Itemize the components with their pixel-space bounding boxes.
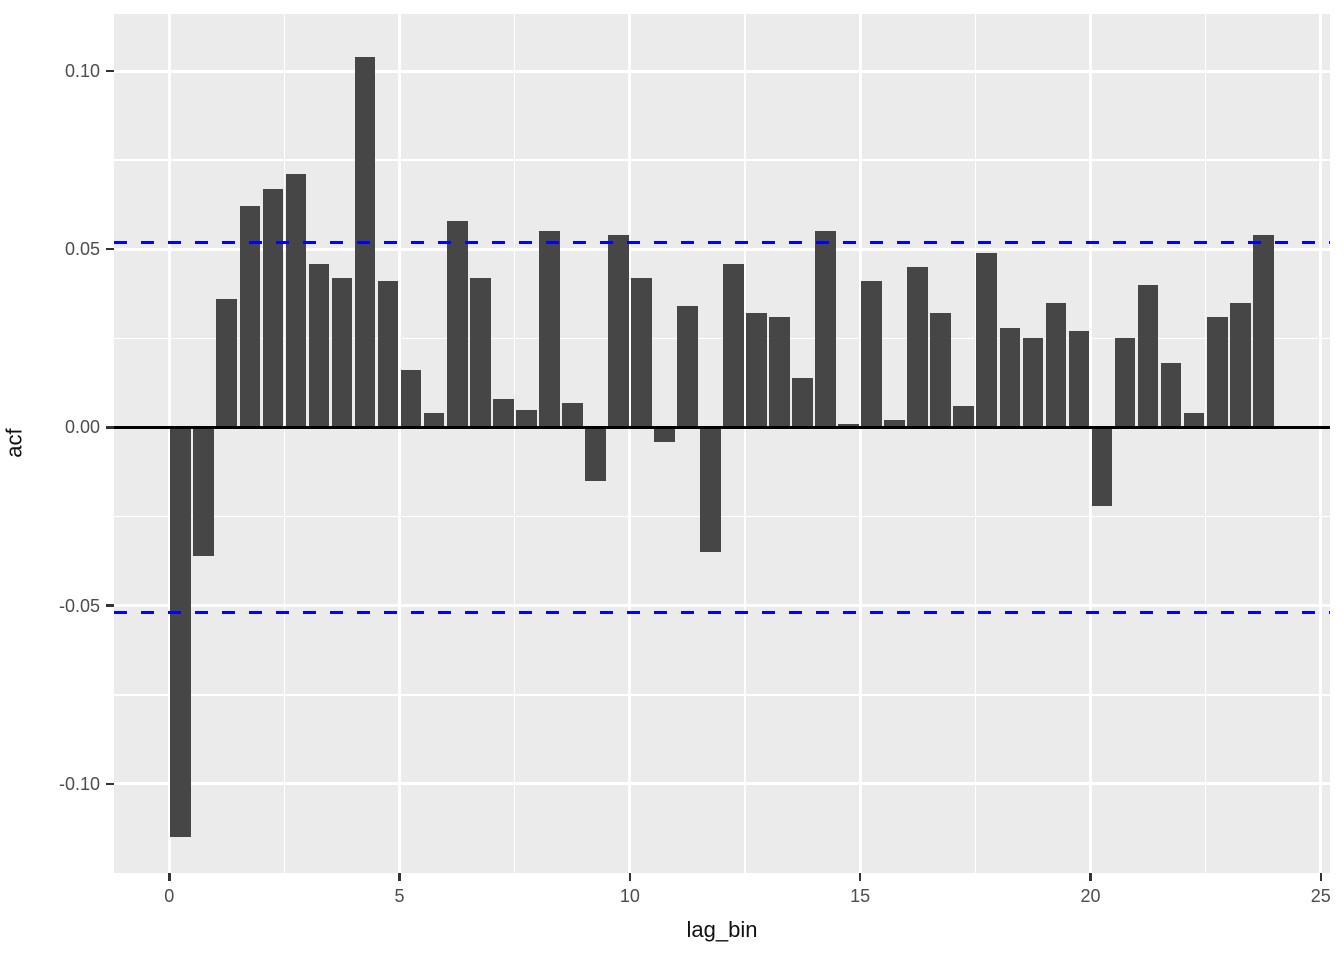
acf-bar (1137, 284, 1159, 428)
acf-bar (170, 427, 192, 838)
acf-bar (953, 406, 975, 428)
x-axis-tick (628, 873, 632, 881)
acf-bar (1229, 302, 1251, 428)
x-tick-label: 25 (1310, 886, 1331, 906)
acf-bar (262, 188, 284, 428)
y-axis-tick (106, 782, 114, 786)
acf-bar (677, 306, 698, 428)
gridline-minor-horizontal (114, 694, 1330, 696)
acf-bar (815, 231, 836, 428)
gridline-minor-vertical (744, 14, 746, 873)
gridline-major-vertical (398, 14, 402, 873)
x-tick-label: 15 (850, 886, 871, 906)
acf-bar (654, 427, 675, 442)
y-tick-label: 0.05 (64, 239, 100, 260)
acf-bar (723, 263, 744, 428)
acf-bar (561, 402, 583, 428)
acf-bar (1114, 338, 1136, 428)
acf-bar (193, 427, 215, 556)
acf-bar (469, 277, 491, 428)
x-tick-label: 20 (1080, 886, 1101, 906)
acf-bar (746, 313, 767, 428)
acf-bar (1091, 427, 1113, 506)
plot-panel (114, 14, 1330, 873)
acf-bar (792, 377, 813, 428)
x-axis-tick (1319, 873, 1323, 881)
x-tick-label: 0 (164, 886, 175, 906)
y-axis-tick (106, 426, 114, 429)
x-axis-tick (168, 873, 171, 881)
acf-bar (1045, 302, 1067, 428)
acf-bar (423, 413, 445, 428)
acf-bar (884, 420, 906, 428)
x-axis-tick (398, 873, 401, 881)
acf-bar (1022, 338, 1044, 428)
acf-bar (308, 263, 330, 428)
acf-bar (400, 370, 422, 428)
x-axis-title: lag_bin (686, 917, 758, 942)
acf-bar (608, 234, 629, 428)
y-tick-label: 0.00 (64, 417, 100, 438)
gridline-minor-horizontal (114, 515, 1330, 518)
acf-bar (584, 427, 606, 481)
x-tick-label: 10 (619, 886, 640, 906)
acf-bar (1068, 331, 1090, 428)
gridline-major-horizontal (114, 247, 1330, 251)
acf-bar (492, 398, 514, 428)
gridline-minor-vertical (974, 14, 977, 873)
y-axis-tick (106, 69, 114, 73)
acf-bar (377, 281, 399, 428)
acf-bar (999, 327, 1021, 428)
gridline-major-vertical (167, 14, 171, 873)
acf-bar (331, 277, 353, 428)
acf-bar (631, 277, 652, 428)
acf-bar (907, 267, 929, 428)
x-axis-tick (1089, 873, 1092, 881)
gridline-major-horizontal (114, 782, 1330, 786)
zero-line (114, 425, 1330, 429)
gridline-minor-horizontal (114, 159, 1330, 161)
acf-bar (446, 220, 468, 428)
acf-bar (285, 174, 307, 428)
acf-bar (216, 299, 238, 428)
x-axis-tick (858, 873, 862, 881)
acf-bar (1160, 363, 1182, 428)
acf-bar (838, 423, 860, 428)
acf-bar (1183, 413, 1205, 428)
gridline-major-horizontal (114, 69, 1330, 73)
acf-bar (1206, 316, 1228, 428)
acf-bar (930, 313, 952, 428)
y-tick-label: 0.10 (64, 61, 100, 82)
acf-bar (700, 427, 721, 553)
gridline-major-horizontal (114, 604, 1330, 608)
acf-bar (515, 409, 537, 428)
y-axis-title: acf (1, 428, 27, 458)
acf-bar (538, 231, 560, 428)
gridline-major-vertical (1319, 14, 1323, 873)
gridline-major-vertical (1088, 14, 1092, 873)
gridline-major-vertical (628, 14, 632, 873)
gridline-minor-vertical (283, 14, 286, 873)
acf-bar (769, 316, 790, 428)
confidence-line (114, 611, 1330, 615)
y-tick-label: -0.05 (58, 595, 100, 616)
y-axis-tick (106, 604, 114, 607)
gridline-minor-vertical (513, 14, 516, 873)
x-tick-label: 5 (394, 886, 405, 906)
gridline-minor-vertical (1204, 14, 1207, 873)
gridline-major-vertical (858, 14, 862, 873)
acf-bar (239, 206, 261, 428)
acf-bar (1252, 234, 1274, 428)
acf-bar (976, 252, 998, 428)
confidence-line (114, 240, 1330, 244)
gridline-minor-horizontal (114, 337, 1330, 340)
y-tick-label: -0.10 (58, 773, 100, 794)
y-axis-tick (106, 247, 114, 251)
acf-bar (861, 281, 883, 428)
